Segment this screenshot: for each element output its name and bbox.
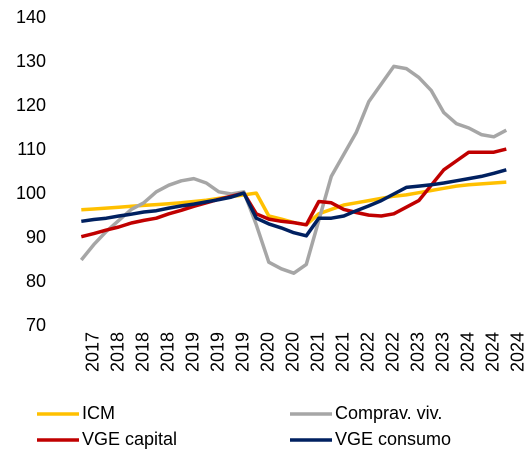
- series-line: [79, 64, 508, 275]
- y-tick-label: 80: [26, 271, 46, 291]
- y-tick-label: 100: [16, 183, 46, 203]
- x-tick-label: 2021: [308, 332, 328, 372]
- y-tick-label: 70: [26, 315, 46, 335]
- x-tick-label: 2019: [183, 332, 203, 372]
- x-tick-label: 2022: [358, 332, 378, 372]
- x-tick-label: 2024: [458, 332, 478, 372]
- x-tick-label: 2018: [108, 332, 128, 372]
- x-tick-label: 2023: [408, 332, 428, 372]
- y-tick-label: 130: [16, 51, 46, 71]
- x-tick-label: 2019: [208, 332, 228, 372]
- legend-label: VGE consumo: [335, 429, 451, 449]
- y-tick-label: 90: [26, 227, 46, 247]
- y-tick-label: 110: [17, 139, 46, 159]
- x-tick-label: 2020: [283, 332, 303, 372]
- y-tick-label: 120: [16, 95, 46, 115]
- series-line: [80, 147, 507, 239]
- y-tick-label: 140: [16, 7, 46, 27]
- legend-label: Comprav. viv.: [335, 403, 442, 423]
- x-tick-label: 2018: [158, 332, 178, 372]
- legend-label: VGE capital: [82, 429, 177, 449]
- legend-label: ICM: [82, 403, 115, 423]
- x-tick-label: 2024: [483, 332, 503, 372]
- x-tick-label: 2019: [233, 332, 253, 372]
- x-tick-label: 2022: [383, 332, 403, 372]
- x-tick-label: 2021: [333, 332, 353, 372]
- x-tick-label: 2023: [433, 332, 453, 372]
- x-tick-label: 2020: [258, 332, 278, 372]
- x-tick-label: 2017: [83, 332, 103, 372]
- series-line: [81, 168, 507, 238]
- x-tick-label: 2024: [508, 332, 528, 372]
- x-tick-label: 2018: [133, 332, 153, 372]
